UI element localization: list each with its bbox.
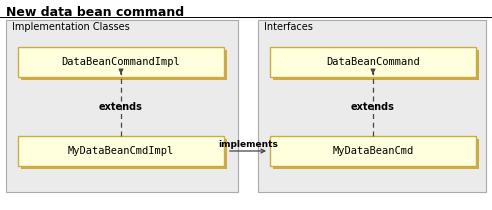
Bar	[21, 139, 227, 169]
Text: DataBeanCommandImpl: DataBeanCommandImpl	[62, 57, 181, 67]
Text: implements: implements	[218, 140, 278, 149]
Bar	[273, 50, 479, 80]
Bar	[21, 50, 227, 80]
Bar	[270, 136, 476, 166]
Text: New data bean command: New data bean command	[6, 6, 184, 19]
Text: Implementation Classes: Implementation Classes	[12, 22, 130, 32]
Bar	[270, 47, 476, 77]
Bar	[273, 139, 479, 169]
Bar	[18, 47, 224, 77]
Text: Interfaces: Interfaces	[264, 22, 313, 32]
Text: MyDataBeanCmdImpl: MyDataBeanCmdImpl	[68, 146, 174, 156]
Bar	[6, 20, 238, 192]
Text: DataBeanCommand: DataBeanCommand	[326, 57, 420, 67]
Bar	[258, 20, 486, 192]
Text: MyDataBeanCmd: MyDataBeanCmd	[333, 146, 414, 156]
Text: extends: extends	[99, 101, 143, 112]
Text: extends: extends	[351, 101, 395, 112]
Bar	[18, 136, 224, 166]
